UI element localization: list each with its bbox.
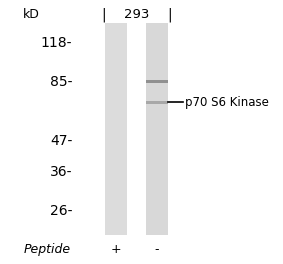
Text: 293: 293 [124, 8, 149, 21]
Text: 26-: 26- [50, 204, 72, 218]
Text: 85-: 85- [50, 75, 72, 89]
Bar [146, 23, 168, 235]
Text: 47-: 47- [50, 134, 72, 148]
Text: -: - [155, 243, 159, 256]
Bar [105, 23, 127, 235]
Text: 118-: 118- [41, 36, 72, 50]
Text: +: + [111, 243, 121, 256]
Text: p70 S6 Kinase: p70 S6 Kinase [185, 96, 269, 109]
Text: Peptide: Peptide [23, 243, 70, 256]
Bar [146, 80, 168, 83]
Text: kD: kD [23, 8, 40, 21]
Text: 36-: 36- [50, 165, 72, 179]
Text: |: | [101, 7, 106, 22]
Text: |: | [167, 7, 171, 22]
Bar [146, 101, 168, 104]
